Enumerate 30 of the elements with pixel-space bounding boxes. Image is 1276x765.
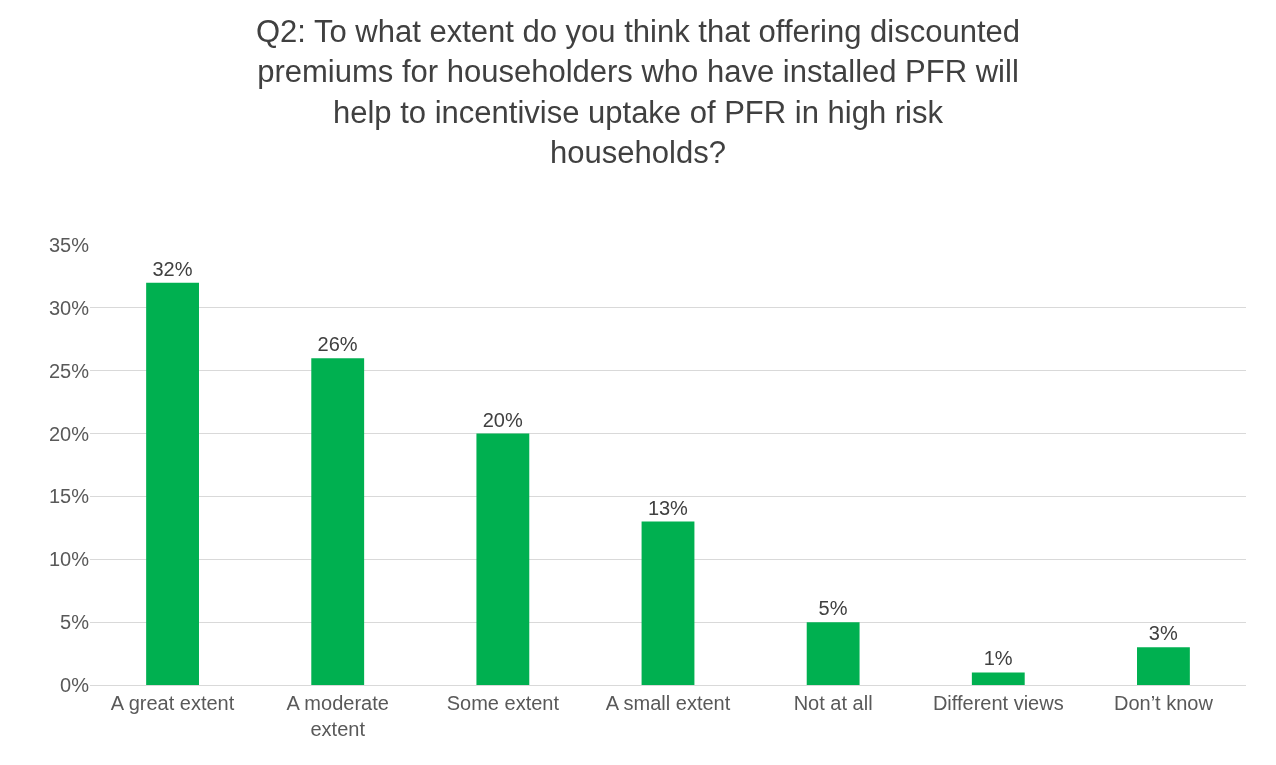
- y-tick-label: 10%: [48, 548, 90, 571]
- y-tick-label: 20%: [48, 422, 90, 445]
- data-label: 1%: [983, 647, 1013, 670]
- data-label: 32%: [152, 257, 193, 280]
- x-tick-label: A great extent: [110, 692, 235, 714]
- bar: [1137, 647, 1190, 685]
- y-tick-label: 25%: [48, 359, 90, 382]
- y-tick-label: 15%: [48, 485, 90, 508]
- data-label: 26%: [317, 333, 358, 356]
- data-label: 5%: [818, 597, 848, 620]
- data-label: 3%: [1148, 622, 1178, 645]
- bar: [311, 358, 365, 685]
- x-tick-label: Not at all: [793, 692, 873, 714]
- bar: [971, 672, 1025, 685]
- chart-title: Q2: To what extent do you think that offering discounted premiums for householders who have installed PFR will help to incentivise uptake of PFR in high risk households?: [255, 14, 1021, 170]
- data-label: 13%: [647, 496, 689, 519]
- bar: [476, 433, 530, 685]
- y-tick-label: 5%: [60, 611, 90, 634]
- y-tick-label: 30%: [48, 296, 90, 319]
- x-tick-label: Don’t know: [1113, 692, 1214, 714]
- y-tick-label: 0%: [60, 674, 90, 696]
- x-tick-label: A small extent: [605, 692, 731, 714]
- data-label: 20%: [482, 408, 523, 431]
- bar: [146, 282, 199, 685]
- bar: [641, 521, 695, 685]
- x-tick-label: A moderate extent: [286, 692, 389, 740]
- x-tick-label: Some extent: [446, 692, 560, 714]
- bar: [806, 622, 860, 685]
- x-tick-label: Different views: [932, 692, 1064, 714]
- y-tick-label: 35%: [48, 234, 90, 256]
